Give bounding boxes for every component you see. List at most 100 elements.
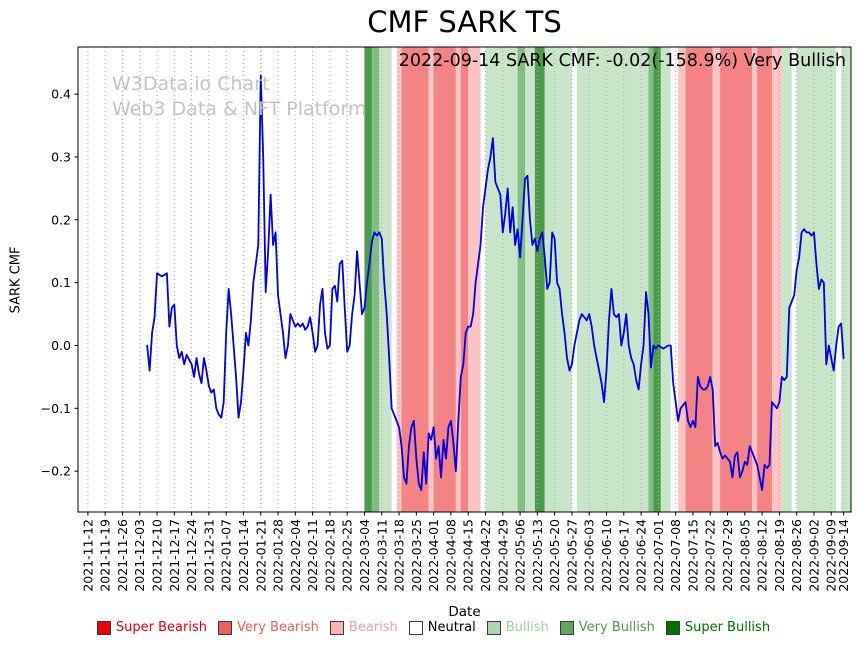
x-tick-label: 2022-03-18 [392, 519, 407, 592]
x-tick-label: 2022-03-11 [374, 519, 389, 592]
legend-label-very-bearish: Very Bearish [237, 620, 319, 635]
legend-label-very-bullish: Very Bullish [578, 620, 655, 635]
legend-label-super-bearish: Super Bearish [115, 620, 207, 635]
y-tick-label: 0.4 [51, 87, 71, 102]
y-tick-label: 0.1 [51, 275, 71, 290]
x-tick-label: 2021-11-26 [115, 519, 130, 592]
x-tick-label: 2022-06-24 [634, 519, 649, 592]
y-tick-label: 0.2 [51, 212, 71, 227]
sentiment-band-very-bearish [460, 47, 469, 512]
cmf-line-group [146, 74, 845, 491]
x-axis-label: Date [448, 604, 481, 620]
x-tick-label: 2022-07-01 [651, 519, 666, 592]
cmf-line [146, 74, 845, 491]
x-tick-label: 2022-01-14 [236, 519, 251, 592]
y-tick-label: −0.1 [41, 401, 71, 416]
legend-label-super-bullish: Super Bullish [684, 620, 771, 635]
sentiment-band-bullish [525, 47, 535, 512]
x-tick-label: 2022-07-15 [685, 519, 700, 592]
legend-swatch-super-bearish [96, 620, 111, 635]
x-tick-label: 2022-06-17 [616, 519, 631, 592]
y-axis-ticks: −0.2 −0.1 0.0 0.1 0.2 0.3 0.4 [41, 87, 78, 479]
x-tick-label: 2022-05-27 [564, 519, 579, 592]
watermark-line2: Web3 Data & NFT Platform [112, 98, 367, 121]
x-tick-label: 2022-02-04 [288, 519, 303, 592]
sentiment-band-super-bullish [534, 47, 545, 512]
x-tick-label: 2022-09-14 [836, 519, 851, 592]
x-tick-label: 2022-07-08 [668, 519, 683, 592]
x-tick-label: 2022-04-01 [426, 519, 441, 592]
x-tick-label: 2022-05-06 [513, 519, 528, 592]
axes-frame [77, 46, 852, 513]
x-tick-label: 2022-06-10 [599, 519, 614, 592]
sentiment-band-bullish [796, 47, 837, 512]
sentiment-band-bearish [712, 47, 721, 512]
legend-item-very-bullish: Very Bullish [559, 620, 655, 635]
x-tick-label: 2022-05-13 [530, 519, 545, 592]
chart-title: CMF SARK TS [367, 5, 562, 39]
legend-item-super-bullish: Super Bullish [665, 620, 771, 635]
x-tick-label: 2022-07-22 [703, 519, 718, 592]
legend-item-super-bearish: Super Bearish [96, 620, 207, 635]
sentiment-bands [364, 47, 851, 512]
sentiment-band-bearish [771, 47, 782, 512]
sentiment-band-very-bearish [720, 47, 753, 512]
legend-swatch-very-bullish [559, 620, 574, 635]
sentiment-band-very-bullish [371, 47, 380, 512]
sentiment-band-very-bearish [685, 47, 713, 512]
sentiment-band-bearish [678, 47, 686, 512]
sentiment-band-bullish [379, 47, 392, 512]
x-tick-label: 2021-12-03 [132, 519, 147, 592]
x-tick-label: 2022-08-26 [789, 519, 804, 592]
sentiment-band-bullish [485, 47, 518, 512]
x-tick-label: 2022-04-15 [461, 519, 476, 592]
x-tick-label: 2022-07-29 [720, 519, 735, 592]
x-tick-label: 2022-08-19 [772, 519, 787, 592]
legend-item-bullish: Bullish [486, 620, 549, 635]
sentiment-band-bearish [752, 47, 758, 512]
sentiment-band-bearish [455, 47, 461, 512]
watermark: W3Data.io Chart Web3 Data & NFT Platform [112, 72, 366, 122]
legend-label-bearish: Bearish [348, 620, 398, 635]
x-tick-label: 2021-11-19 [98, 519, 113, 592]
sentiment-band-bearish [468, 47, 481, 512]
gridlines [87, 47, 845, 512]
x-axis-ticks: 2021-11-12 2021-11-19 2021-11-26 2021-12-03… [80, 512, 851, 592]
legend: Super Bearish Very Bearish Bearish Neutral B… [0, 620, 867, 635]
x-tick-label: 2021-12-24 [184, 519, 199, 592]
sentiment-band-bullish [841, 47, 851, 512]
legend-swatch-neutral [408, 620, 423, 635]
x-tick-label: 2021-12-17 [167, 519, 182, 592]
x-tick-label: 2022-01-21 [253, 519, 268, 592]
x-tick-label: 2022-03-04 [357, 519, 372, 592]
legend-swatch-very-bearish [218, 620, 232, 635]
x-tick-label: 2021-12-10 [150, 519, 165, 592]
x-tick-label: 2022-04-29 [495, 519, 510, 592]
x-tick-label: 2022-08-05 [737, 519, 752, 592]
sentiment-band-very-bullish [648, 47, 654, 512]
x-tick-label: 2022-01-07 [219, 519, 234, 592]
legend-swatch-bearish [329, 620, 344, 635]
legend-item-very-bearish: Very Bearish [218, 620, 319, 635]
x-tick-label: 2022-05-20 [547, 519, 562, 592]
y-tick-label: 0.3 [51, 149, 71, 164]
x-tick-label: 2022-03-25 [409, 519, 424, 592]
x-tick-label: 2022-06-03 [582, 519, 597, 592]
x-tick-label: 2022-02-11 [305, 519, 320, 592]
legend-item-bearish: Bearish [329, 620, 398, 635]
legend-item-neutral: Neutral [408, 620, 476, 635]
x-tick-label: 2022-01-28 [271, 519, 286, 592]
x-tick-label: 2022-02-18 [322, 519, 337, 592]
sentiment-band-bullish [660, 47, 671, 512]
legend-swatch-super-bullish [665, 620, 680, 635]
sentiment-band-super-bullish [653, 47, 661, 512]
y-tick-label: −0.2 [41, 464, 71, 479]
x-tick-label: 2022-09-02 [806, 519, 821, 592]
cmf-annotation: 2022-09-14 SARK CMF: -0.02(-158.9%) Very… [398, 51, 846, 71]
sentiment-band-bullish [576, 47, 649, 512]
x-tick-label: 2022-04-08 [443, 519, 458, 592]
x-tick-label: 2021-12-31 [201, 519, 216, 592]
sentiment-band-very-bearish [433, 47, 456, 512]
